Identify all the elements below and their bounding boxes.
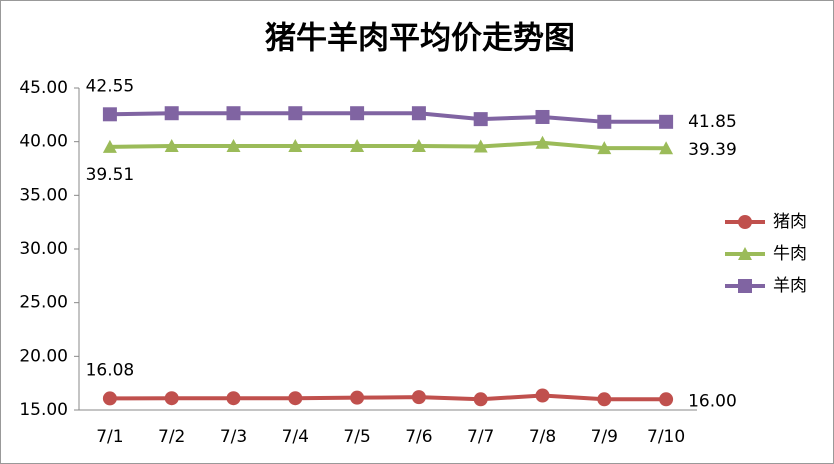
point	[226, 391, 241, 406]
series-line	[109, 140, 667, 151]
point	[411, 138, 426, 152]
x-tick-label: 7/3	[220, 427, 247, 447]
data-label: 41.85	[688, 112, 737, 132]
point	[411, 106, 426, 121]
chart-title: 猪牛羊肉平均价走势图	[265, 21, 575, 57]
point	[164, 138, 179, 152]
x-tick-label: 7/7	[467, 427, 494, 447]
data-label: 16.08	[86, 360, 135, 380]
point	[288, 138, 303, 152]
point	[659, 114, 674, 129]
point	[164, 391, 179, 406]
x-tick-label: 7/6	[405, 427, 432, 447]
data-label: 16.00	[688, 391, 737, 411]
y-tick-label: 25.00	[19, 293, 68, 313]
point	[350, 138, 365, 152]
point	[288, 391, 303, 406]
point	[473, 392, 488, 407]
point	[473, 112, 488, 127]
legend-marker	[738, 215, 752, 229]
point	[535, 109, 550, 124]
point	[597, 141, 612, 155]
x-tick-label: 7/10	[647, 427, 685, 447]
point	[411, 390, 426, 405]
point	[288, 106, 303, 121]
y-tick-label: 45.00	[19, 78, 68, 98]
x-tick-label: 7/2	[158, 427, 185, 447]
legend-marker	[738, 247, 752, 260]
point	[535, 135, 550, 149]
point	[226, 106, 241, 121]
series-line	[109, 393, 667, 402]
x-tick-label: 7/9	[591, 427, 618, 447]
y-tick-label: 35.00	[19, 185, 68, 205]
legend-marker	[738, 279, 752, 293]
point	[350, 106, 365, 121]
point	[102, 139, 117, 153]
point	[164, 106, 179, 121]
point	[350, 390, 365, 405]
point	[102, 107, 117, 122]
y-tick-label: 30.00	[19, 239, 68, 259]
x-tick-label: 7/4	[282, 427, 309, 447]
point	[226, 138, 241, 152]
series-line	[109, 111, 667, 124]
x-tick-label: 7/1	[96, 427, 123, 447]
legend-label: 猪肉	[773, 212, 807, 232]
point	[659, 392, 674, 407]
point	[535, 388, 550, 403]
data-label: 39.39	[688, 140, 737, 160]
y-tick-label: 15.00	[19, 400, 68, 420]
point	[102, 391, 117, 406]
x-tick-label: 7/5	[343, 427, 370, 447]
data-label: 39.51	[86, 165, 135, 185]
y-tick-label: 40.00	[19, 132, 68, 152]
legend-label: 羊肉	[773, 276, 807, 296]
y-tick-label: 20.00	[19, 346, 68, 366]
x-tick-label: 7/8	[529, 427, 556, 447]
point	[597, 392, 612, 407]
point	[473, 139, 488, 153]
data-label: 42.55	[86, 76, 135, 96]
point	[597, 114, 612, 129]
point	[659, 141, 674, 155]
legend-label: 牛肉	[773, 244, 807, 264]
